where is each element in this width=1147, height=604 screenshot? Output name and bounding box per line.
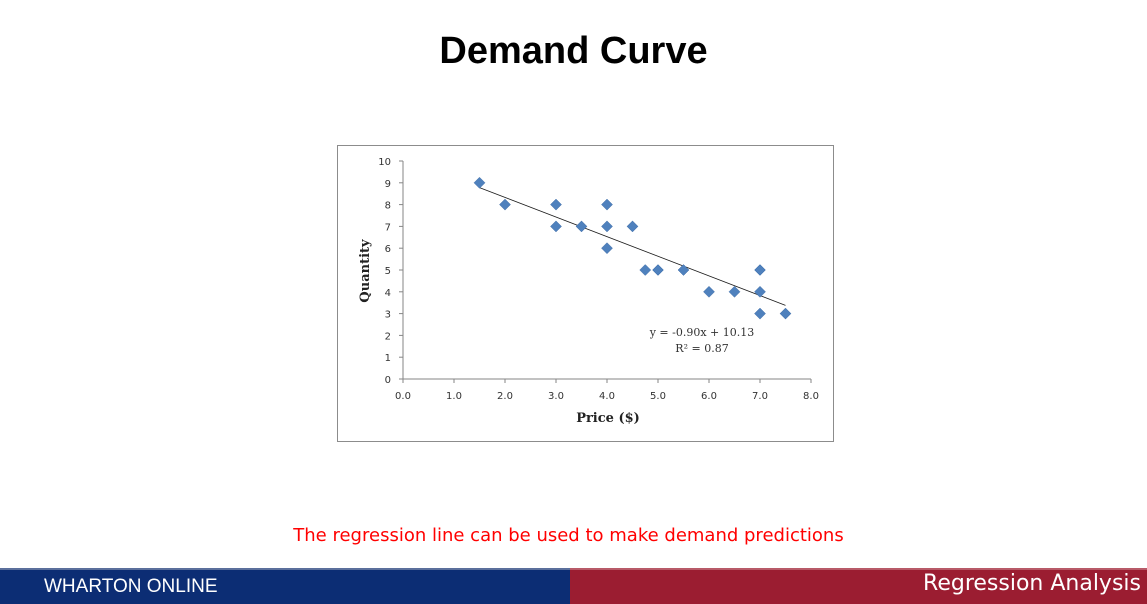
trendline-r-squared: R² = 0.87 xyxy=(675,342,728,355)
x-tick-label: 0.0 xyxy=(395,391,411,402)
data-point xyxy=(652,264,664,276)
y-tick-label: 3 xyxy=(385,310,391,321)
y-tick-label: 10 xyxy=(378,157,391,168)
x-tick-label: 7.0 xyxy=(752,391,768,402)
trendline-group xyxy=(479,187,786,306)
data-point xyxy=(550,220,562,233)
data-point xyxy=(639,264,652,276)
x-tick-label: 2.0 xyxy=(497,391,513,402)
chart-axes xyxy=(402,161,811,380)
data-point xyxy=(601,242,613,255)
chart-container: 0.0 1.0 2.0 3.0 4.0 5.0 6.0 7.0 8.0 0 1 2 3 4 5 6 7 8 9 10 … xyxy=(337,145,834,442)
data-point xyxy=(601,198,613,211)
x-axis-title: Price ($) xyxy=(576,411,640,426)
data-point xyxy=(601,220,613,233)
data-point xyxy=(473,176,486,189)
data-point xyxy=(754,307,766,320)
scatter-chart: 0.0 1.0 2.0 3.0 4.0 5.0 6.0 7.0 8.0012345678910 … xyxy=(358,157,819,426)
data-point xyxy=(626,220,639,233)
x-tick-label: 3.0 xyxy=(548,391,564,402)
y-tick-label: 4 xyxy=(385,288,391,299)
y-tick-label: 0 xyxy=(385,375,391,386)
x-tick-label: 1.0 xyxy=(446,391,462,402)
data-point xyxy=(550,198,562,211)
y-tick-label: 9 xyxy=(385,179,391,190)
footer-left-band: WHARTON ONLINE xyxy=(0,568,570,604)
y-tick-label: 5 xyxy=(385,266,391,277)
footer-brand: WHARTON ONLINE xyxy=(44,576,218,597)
y-tick-label: 7 xyxy=(385,222,391,233)
footer-topic: Regression Analysis xyxy=(923,571,1141,596)
y-tick-label: 2 xyxy=(385,331,391,342)
data-point xyxy=(754,264,766,276)
data-points xyxy=(473,176,792,320)
data-point xyxy=(703,285,715,298)
slide-title: Demand Curve xyxy=(439,30,708,72)
y-axis-title: Quantity xyxy=(358,239,373,303)
data-point xyxy=(499,198,511,211)
y-tick-label: 1 xyxy=(385,353,391,364)
y-tick-label: 6 xyxy=(385,244,391,255)
trendline xyxy=(479,187,786,306)
x-tick-label: 4.0 xyxy=(599,391,615,402)
x-tick-label: 6.0 xyxy=(701,391,717,402)
footer-right-band: Regression Analysis xyxy=(570,568,1147,604)
x-tick-label: 5.0 xyxy=(650,391,666,402)
trendline-equation: y = -0.90x + 10.13 xyxy=(649,326,755,339)
data-point xyxy=(575,220,588,233)
data-point xyxy=(754,285,766,298)
slide-caption: The regression line can be used to make … xyxy=(293,525,844,546)
data-point xyxy=(728,285,741,298)
data-point xyxy=(677,264,690,276)
chart-ticks: 0.0 1.0 2.0 3.0 4.0 5.0 6.0 7.0 8.0 0 1 2 3 4 5 6 7 8 9 10 xyxy=(378,157,819,402)
x-tick-label: 8.0 xyxy=(803,391,819,402)
y-tick-label: 8 xyxy=(385,201,391,212)
data-point xyxy=(779,307,792,320)
